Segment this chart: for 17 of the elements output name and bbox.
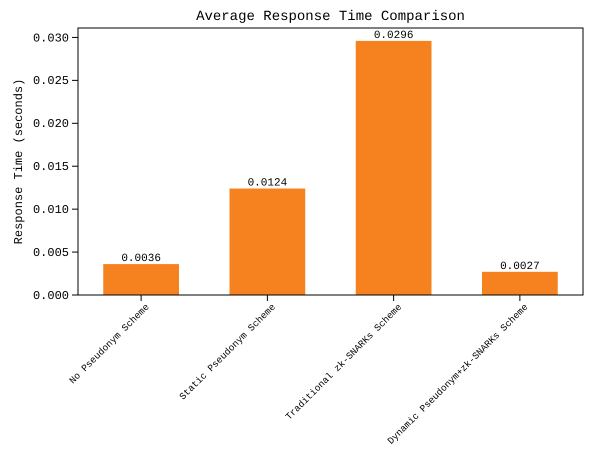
y-tick-label: 0.000 (32, 288, 69, 303)
y-tick-label: 0.010 (32, 202, 69, 217)
data-label: 0.0027 (500, 260, 540, 273)
data-label: 0.0296 (374, 30, 414, 42)
bar (482, 272, 558, 295)
data-label: 0.0124 (248, 178, 288, 190)
y-tick-label: 0.030 (32, 31, 69, 46)
bar (230, 188, 306, 295)
bar (356, 40, 432, 295)
bar (103, 264, 179, 295)
chart-title: Average Response Time Comparison (196, 9, 465, 25)
y-tick-label: 0.025 (32, 74, 69, 88)
y-axis-title: Response Time (seconds) (12, 78, 26, 244)
y-tick-label: 0.005 (32, 246, 69, 260)
data-label: 0.0036 (121, 253, 161, 266)
y-tick-label: 0.015 (32, 160, 69, 174)
y-tick-label: 0.020 (32, 117, 69, 132)
